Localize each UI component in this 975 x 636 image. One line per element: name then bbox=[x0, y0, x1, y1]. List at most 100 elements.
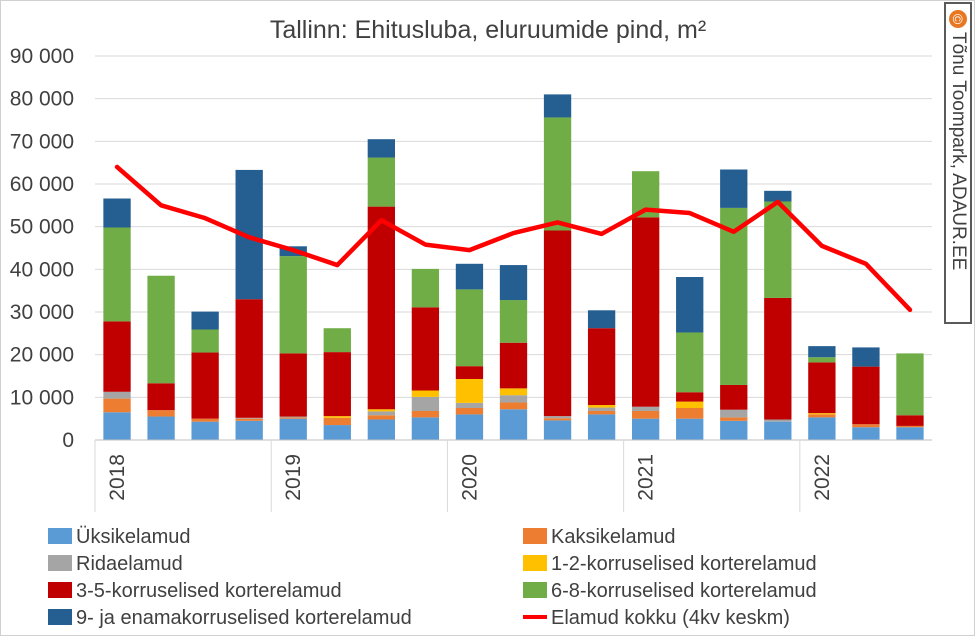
bar-segment bbox=[323, 425, 351, 440]
bar-segment bbox=[147, 410, 175, 417]
bar-segment bbox=[632, 410, 660, 419]
bar-segment bbox=[543, 94, 572, 118]
bar-segment bbox=[367, 409, 395, 412]
bar-segment bbox=[764, 419, 792, 422]
legend-label: 3-5-korruselised korterelamud bbox=[76, 580, 342, 602]
bar-segment bbox=[411, 410, 440, 418]
bar-segment bbox=[235, 418, 263, 421]
bar-segment bbox=[720, 409, 748, 418]
x-year-label: 2018 bbox=[106, 454, 129, 501]
bar-segment bbox=[323, 417, 351, 426]
legend-label: Kaksikelamud bbox=[551, 526, 676, 548]
bar-segment bbox=[367, 206, 395, 410]
legend-label: Ridaelamud bbox=[76, 553, 183, 575]
chart-title: Tallinn: Ehitusluba, eluruumide pind, m² bbox=[270, 16, 706, 44]
bar-segment bbox=[191, 311, 219, 330]
bar-segment bbox=[323, 328, 351, 353]
y-tick-label: 40 000 bbox=[10, 258, 74, 281]
bar-segment bbox=[279, 417, 307, 419]
bar-segment bbox=[455, 263, 484, 290]
x-year-label: 2020 bbox=[458, 454, 481, 501]
y-tick-label: 20 000 bbox=[10, 344, 74, 367]
y-tick-label: 30 000 bbox=[10, 301, 74, 324]
copyright-text: Tõnu Toompark, ADAUR.EE bbox=[948, 32, 969, 271]
bar-segment bbox=[411, 396, 440, 411]
legend-swatch bbox=[523, 582, 547, 598]
bar-segment bbox=[367, 157, 395, 207]
bar-segment bbox=[499, 388, 528, 396]
bar-segment bbox=[587, 414, 616, 440]
bar-segment bbox=[103, 398, 131, 413]
bar-segment bbox=[147, 275, 175, 384]
bar-segment bbox=[147, 416, 175, 440]
bar-segment bbox=[676, 401, 704, 408]
bar-segment bbox=[764, 201, 792, 298]
bar-segment bbox=[191, 421, 219, 440]
bar-segment bbox=[103, 412, 131, 440]
bar-segment bbox=[852, 366, 880, 425]
copyright-icon: © bbox=[949, 10, 967, 28]
legend-swatch bbox=[523, 528, 547, 544]
bar-segment bbox=[676, 408, 704, 419]
bar-line-chart: Tallinn: Ehitusluba, eluruumide pind, m²… bbox=[10, 16, 932, 629]
bar-segment bbox=[808, 417, 836, 440]
bar-segment bbox=[587, 328, 616, 406]
bar-segment bbox=[764, 421, 792, 440]
bar-segment bbox=[103, 198, 131, 228]
bar-segment bbox=[720, 169, 748, 208]
x-year-label: 2021 bbox=[635, 454, 658, 501]
bar-segment bbox=[103, 391, 131, 399]
y-tick-label: 10 000 bbox=[10, 386, 74, 409]
bar-segment bbox=[499, 402, 528, 410]
bar-segment bbox=[632, 406, 660, 411]
legend-swatch bbox=[48, 528, 72, 544]
bar-segment bbox=[191, 329, 219, 353]
bar-segment bbox=[323, 416, 351, 418]
total-line bbox=[114, 164, 913, 313]
bar-segment bbox=[235, 299, 263, 418]
legend-swatch bbox=[48, 609, 72, 625]
bar-segment bbox=[587, 405, 616, 408]
bar-segment bbox=[455, 408, 484, 415]
bar-segment bbox=[411, 307, 440, 391]
x-year-label: 2022 bbox=[811, 454, 834, 501]
bar-segment bbox=[279, 256, 307, 354]
bar-segment bbox=[764, 190, 792, 202]
bar-segment bbox=[543, 230, 572, 417]
bar-segment bbox=[455, 378, 484, 403]
bar-segment bbox=[543, 416, 572, 419]
legend-label: 1-2-korruselised korterelamud bbox=[551, 553, 817, 575]
bar-segment bbox=[808, 413, 836, 415]
y-tick-label: 0 bbox=[62, 429, 74, 452]
bar-segment bbox=[764, 297, 792, 420]
bar-segment bbox=[279, 416, 307, 418]
bar-segment bbox=[367, 411, 395, 416]
bar-segment bbox=[896, 427, 924, 440]
bar-segment bbox=[411, 390, 440, 397]
bar-segment bbox=[720, 384, 748, 410]
bar-segment bbox=[852, 424, 880, 428]
bar-segment bbox=[367, 139, 395, 158]
bar-segment bbox=[191, 352, 219, 419]
bar-segment bbox=[896, 353, 924, 416]
bar-segment bbox=[499, 265, 528, 301]
bar-segment bbox=[279, 418, 307, 440]
y-tick-label: 70 000 bbox=[10, 130, 74, 153]
bar-segment bbox=[191, 418, 219, 422]
bar-segment bbox=[720, 420, 748, 440]
bar-segment bbox=[808, 357, 836, 363]
bar-segment bbox=[676, 277, 704, 333]
legend-label: Üksikelamud bbox=[76, 526, 190, 548]
bar-segment bbox=[632, 418, 660, 440]
bar-segment bbox=[367, 415, 395, 420]
bar-segment bbox=[499, 409, 528, 440]
bar-segment bbox=[896, 415, 924, 426]
legend-swatch bbox=[48, 555, 72, 571]
y-tick-label: 60 000 bbox=[10, 173, 74, 196]
bar-segment bbox=[587, 410, 616, 415]
bar-segment bbox=[808, 346, 836, 358]
bar-segment bbox=[676, 392, 704, 402]
y-tick-label: 50 000 bbox=[10, 216, 74, 239]
copyright-badge: © Tõnu Toompark, ADAUR.EE bbox=[944, 2, 972, 324]
bar-segment bbox=[235, 417, 263, 419]
